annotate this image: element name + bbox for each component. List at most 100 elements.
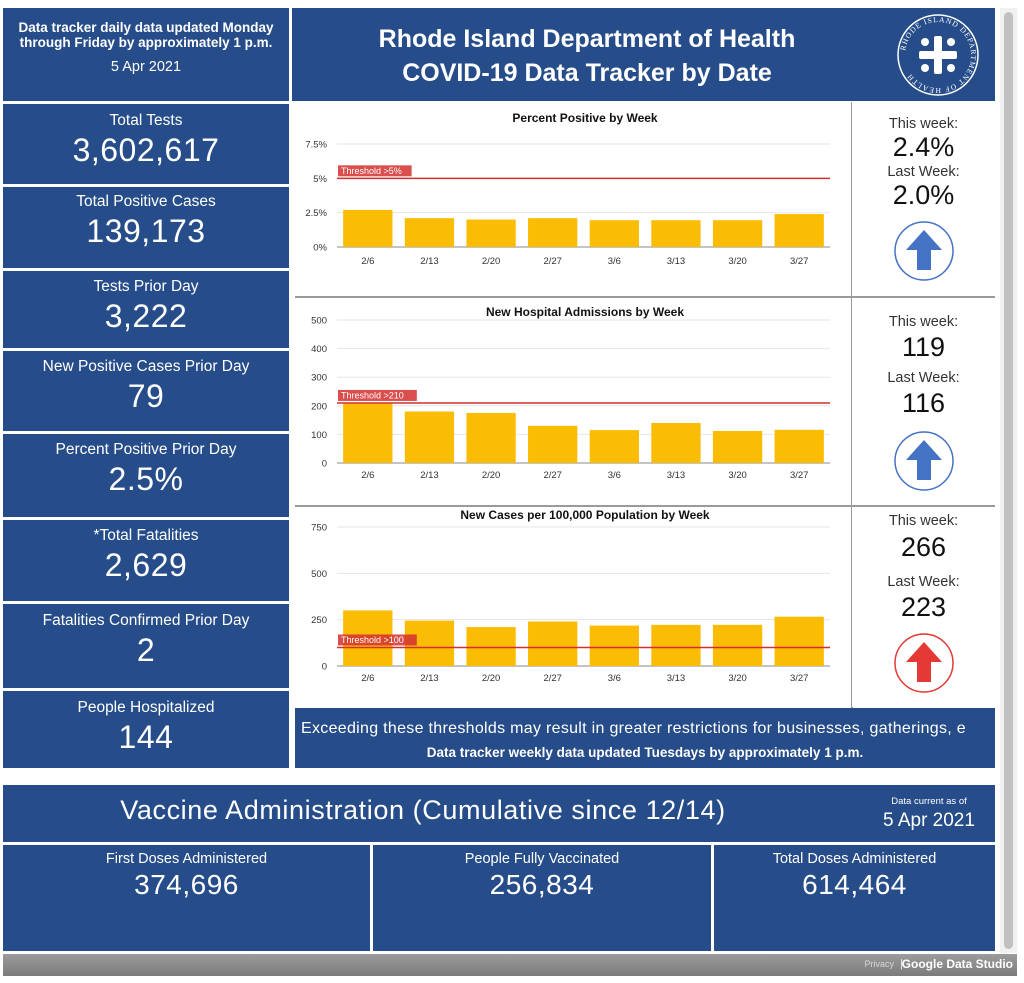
page-subtitle: COVID-19 Data Tracker by Date xyxy=(402,59,772,87)
stat-tests-prior-day: Tests Prior Day 3,222 xyxy=(3,271,289,348)
y-tick-label: 5% xyxy=(313,174,327,185)
chart-bar xyxy=(466,412,516,463)
weekly-update-note: Data tracker weekly data updated Tuesday… xyxy=(426,745,864,760)
page-title: Rhode Island Department of Health xyxy=(378,25,796,53)
stat-label: Fatalities Confirmed Prior Day xyxy=(42,612,250,629)
vaccine-label: People Fully Vaccinated xyxy=(464,851,620,867)
scrollbar-thumb[interactable] xyxy=(1004,12,1013,949)
last-week-value: 223 xyxy=(900,592,947,622)
threshold-label-bg xyxy=(338,165,412,177)
x-tick-label: 3/27 xyxy=(790,256,809,267)
y-tick-label: 0% xyxy=(313,243,327,254)
vaccine-header: Vaccine Administration (Cumulative since… xyxy=(3,785,995,842)
vaccine-label: Total Doses Administered xyxy=(772,851,937,867)
x-tick-label: 3/27 xyxy=(790,470,809,481)
y-tick-label: 250 xyxy=(311,615,327,626)
y-tick-label: 0 xyxy=(322,662,327,673)
y-tick-label: 500 xyxy=(311,316,327,327)
y-tick-label: 300 xyxy=(311,373,327,384)
chart-bar xyxy=(343,402,393,463)
chart-bar xyxy=(466,219,516,247)
x-tick-label: 2/27 xyxy=(543,256,562,267)
vaccine-fully-vaccinated: People Fully Vaccinated 256,834 xyxy=(373,845,711,951)
stat-label: New Positive Cases Prior Day xyxy=(42,358,250,375)
chart-bar xyxy=(528,621,578,666)
ri-health-logo: RHODE ISLAND DEPARTMENT OF HEALTH xyxy=(897,14,979,96)
chart-new-cases: New Cases per 100,000 Population by Week… xyxy=(295,507,852,707)
chart-bar xyxy=(712,624,763,666)
stat-value: 3,602,617 xyxy=(72,132,220,168)
stat-total-fatalities: *Total Fatalities 2,629 xyxy=(3,520,289,601)
threshold-note: Exceeding these thresholds may result in… xyxy=(301,720,966,737)
vaccine-value: 614,464 xyxy=(802,869,907,900)
last-week-value: 2.0% xyxy=(892,180,955,210)
data-current-label: Data current as of xyxy=(891,796,967,807)
threshold-label-bg xyxy=(338,634,417,646)
threshold-label: Threshold >5% xyxy=(341,166,402,176)
chart-bar xyxy=(528,425,578,463)
chart-title: New Cases per 100,000 Population by Week xyxy=(460,508,710,522)
vaccine-first-doses: First Doses Administered 374,696 xyxy=(3,845,370,951)
google-data-studio-link[interactable]: Google Data Studio xyxy=(901,957,1013,971)
stat-new-positive-prior-day: New Positive Cases Prior Day 79 xyxy=(3,351,289,431)
stat-label: Percent Positive Prior Day xyxy=(55,441,237,458)
privacy-link[interactable]: Privacy xyxy=(864,959,894,969)
report-date: 5 Apr 2021 xyxy=(110,59,182,75)
x-tick-label: 3/13 xyxy=(667,256,686,267)
x-tick-label: 2/6 xyxy=(361,256,374,267)
stat-people-hospitalized: People Hospitalized 144 xyxy=(3,691,289,768)
vertical-scrollbar[interactable] xyxy=(1000,8,1017,953)
last-week-label: Last Week: xyxy=(887,164,960,180)
vaccine-value: 256,834 xyxy=(489,869,595,900)
stat-total-positive-cases: Total Positive Cases 139,173 xyxy=(3,187,289,268)
last-week-label: Last Week: xyxy=(887,370,960,386)
x-tick-label: 3/6 xyxy=(608,470,621,481)
x-tick-label: 3/6 xyxy=(608,673,621,684)
x-tick-label: 2/20 xyxy=(482,470,501,481)
threshold-label: Threshold >100 xyxy=(341,635,404,645)
x-tick-label: 2/13 xyxy=(420,673,439,684)
chart-bar xyxy=(651,422,701,463)
daily-update-panel: Data tracker daily data updated Monday t… xyxy=(3,8,289,101)
chart-bar xyxy=(589,430,639,463)
x-tick-label: 2/6 xyxy=(361,470,374,481)
chart-bar xyxy=(651,624,701,666)
stat-fatalities-prior-day: Fatalities Confirmed Prior Day 2 xyxy=(3,604,289,688)
chart-hospital-admissions-svg: New Hospital Admissions by Week 0 100 200 30… xyxy=(311,305,830,481)
this-week-value: 119 xyxy=(901,332,946,362)
x-tick-label: 2/13 xyxy=(420,470,439,481)
chart-bar xyxy=(528,218,578,247)
this-week-value: 2.4% xyxy=(892,132,955,162)
stat-percent-positive-prior-day: Percent Positive Prior Day 2.5% xyxy=(3,434,289,517)
stat-label: *Total Fatalities xyxy=(93,527,199,544)
y-tick-label: 0 xyxy=(322,459,327,470)
divider xyxy=(295,505,995,507)
vaccine-title: Vaccine Administration (Cumulative since… xyxy=(120,795,726,825)
chart-bar xyxy=(466,627,516,666)
data-current-date: 5 Apr 2021 xyxy=(883,810,975,831)
stat-value: 2 xyxy=(136,632,156,668)
chart-bar xyxy=(404,411,455,463)
stat-total-tests: Total Tests 3,602,617 xyxy=(3,104,289,184)
x-tick-label: 2/27 xyxy=(543,470,562,481)
x-tick-label: 3/20 xyxy=(728,673,747,684)
x-tick-label: 2/13 xyxy=(420,256,439,267)
this-week-label: This week: xyxy=(888,314,959,330)
chart-bar xyxy=(589,220,639,247)
threshold-label: Threshold >210 xyxy=(341,390,404,400)
up-arrow-icon xyxy=(893,221,954,281)
x-tick-label: 2/27 xyxy=(543,673,562,684)
this-week-label: This week: xyxy=(888,513,959,529)
chart-bar xyxy=(404,218,455,247)
page-header: Rhode Island Department of Health COVID-… xyxy=(292,8,995,101)
stat-value: 3,222 xyxy=(104,298,188,334)
stat-label: Total Tests xyxy=(109,112,183,129)
up-arrow-icon xyxy=(893,633,954,693)
daily-update-note: Data tracker daily data updated Monday t… xyxy=(18,20,274,50)
stat-value: 2,629 xyxy=(104,547,188,583)
chart-title: Percent Positive by Week xyxy=(512,111,658,125)
x-tick-label: 3/27 xyxy=(790,673,809,684)
footer-separator: | xyxy=(900,958,903,970)
side-hospital-admissions: This week: 119 Last Week: 116 xyxy=(852,298,995,505)
vaccine-value: 374,696 xyxy=(134,869,239,900)
